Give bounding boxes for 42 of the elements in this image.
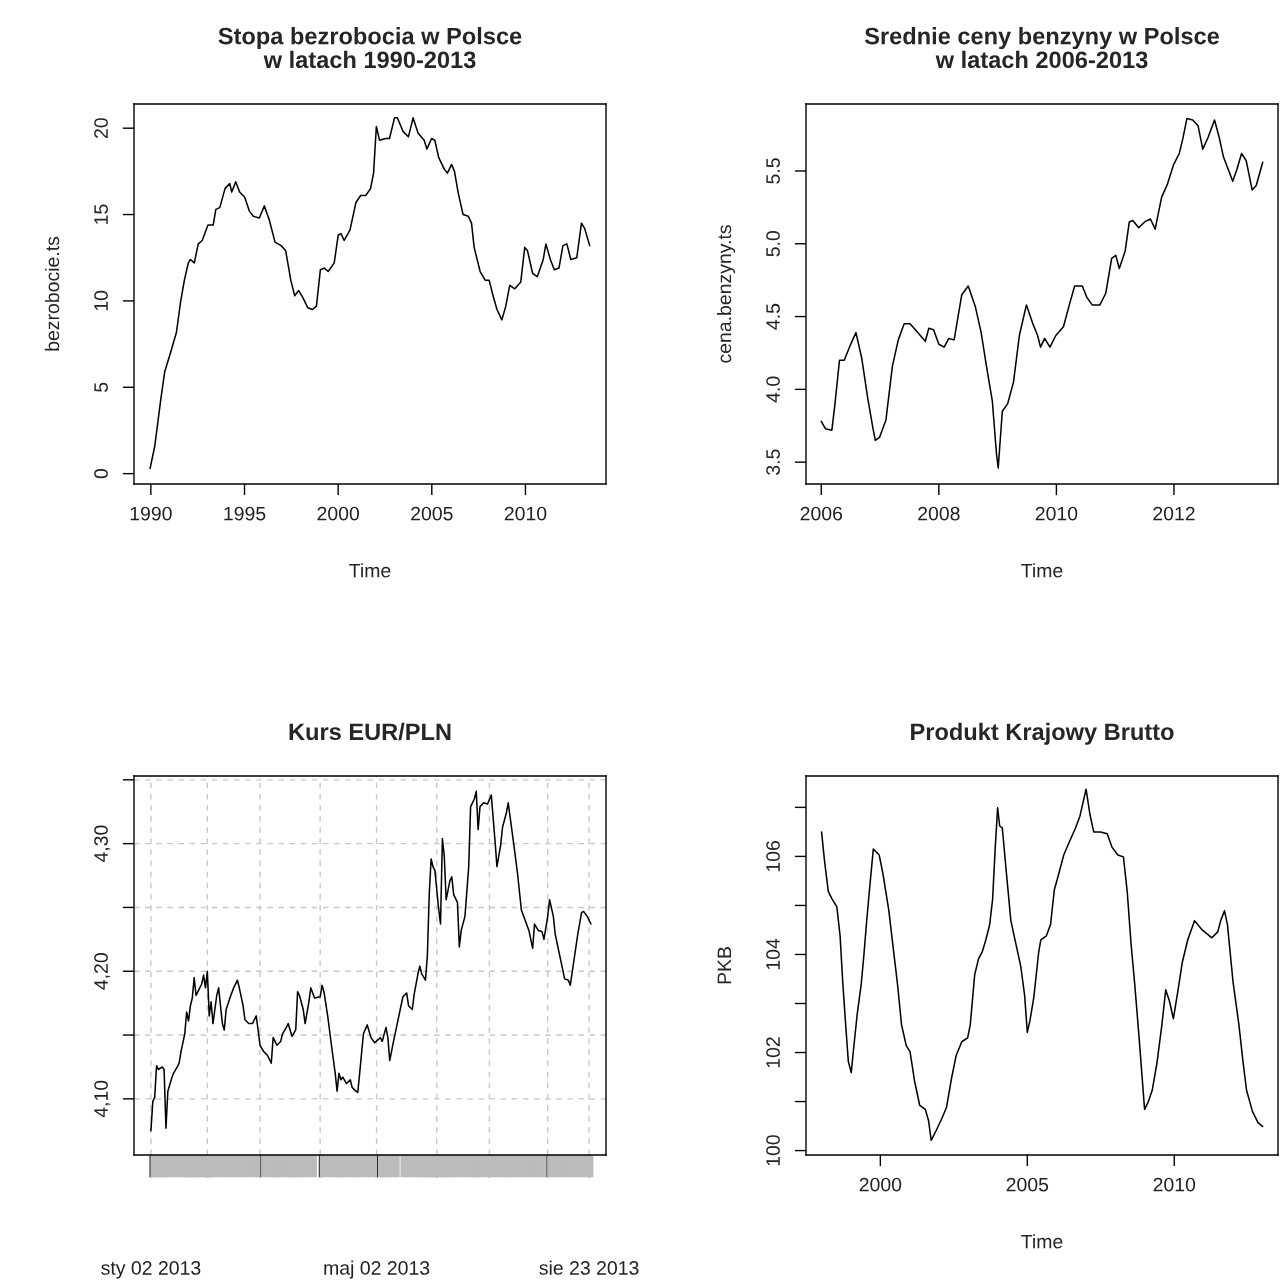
y-tick-label: 4.0 (766, 376, 780, 403)
y-tick-label: 5 (94, 382, 108, 392)
y-tick-label: 5.5 (766, 158, 780, 184)
x-tick-label: 2000 (859, 1177, 902, 1192)
x-tick-label: 2010 (1035, 506, 1078, 521)
y-tick-label: 100 (766, 1135, 780, 1166)
x-tick-label: 2005 (411, 506, 453, 521)
x-tick-label: 2006 (800, 506, 843, 521)
y-tick-label: 4,10 (94, 1080, 111, 1118)
x-tick-label: maj 02 2013 (324, 1260, 430, 1279)
y-tick-label: 4,20 (94, 953, 111, 990)
x-tick-label: 1995 (224, 506, 266, 521)
x-tick-label: 2012 (1153, 506, 1195, 521)
x-axis-title: Time (1021, 1234, 1063, 1249)
y-tick-label: 106 (766, 841, 780, 872)
x-axis-title: Time (349, 563, 391, 578)
y-tick-label: 3.5 (766, 449, 780, 475)
y-tick-label: 4.5 (766, 303, 780, 330)
y-tick-label: 15 (94, 204, 108, 224)
x-axis-title: Time (1021, 563, 1063, 578)
y-tick-label: 10 (94, 290, 108, 311)
chart-title: Stopa bezrobocia w Polsce w latach 1990-2013 (218, 27, 522, 69)
y-axis-title: PKB (717, 947, 732, 984)
y-tick-label: 5.0 (766, 231, 780, 257)
chart-title: Srednie ceny benzyny w Polsce w latach 2006-2013 (864, 27, 1220, 69)
y-tick-label: 104 (766, 938, 780, 970)
x-tick-label: sie 23 2013 (539, 1260, 639, 1275)
chart-title: Kurs EUR/PLN (289, 722, 451, 741)
y-axis-title: bezrobocie.ts (44, 236, 60, 351)
x-tick-label: 2005 (1006, 1177, 1049, 1192)
x-tick-label: 2008 (918, 506, 960, 521)
y-tick-label: 20 (94, 118, 108, 139)
y-tick-label: 4,30 (94, 825, 111, 863)
x-tick-label: 2010 (1153, 1177, 1196, 1192)
x-tick-label: 2010 (504, 506, 547, 521)
y-axis-title: cena.benzyny.ts (716, 225, 736, 363)
x-tick-label: 1990 (130, 506, 172, 521)
x-tick-label: 2000 (317, 506, 360, 521)
x-tick-label: sty 02 2013 (101, 1261, 201, 1279)
y-tick-label: 102 (766, 1037, 780, 1068)
y-tick-label: 0 (94, 468, 108, 479)
chart-title: Produkt Krajowy Brutto (911, 722, 1174, 745)
